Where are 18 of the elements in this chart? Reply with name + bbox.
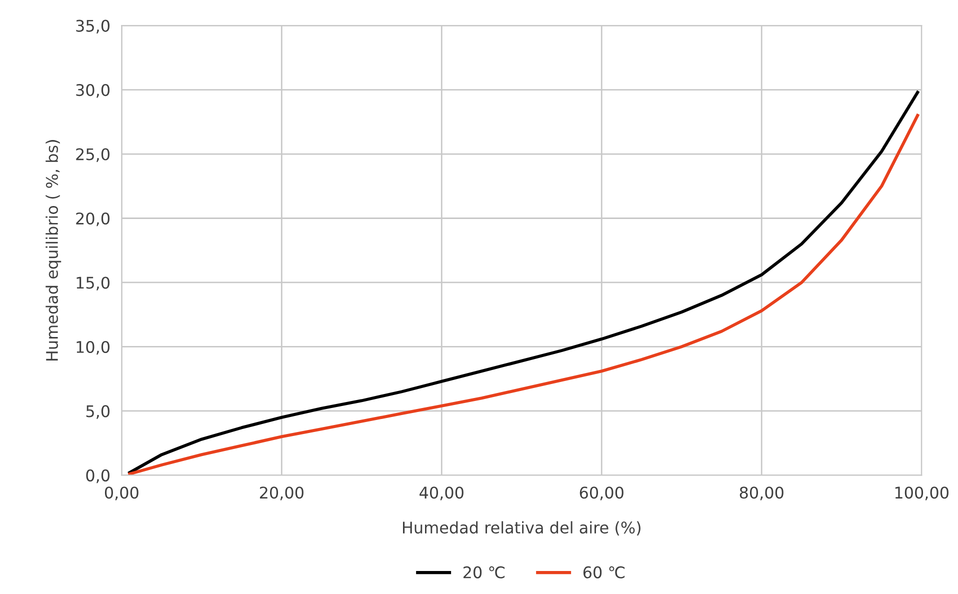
y-tick-label: 35,0 xyxy=(76,20,110,34)
y-tick-label: 30,0 xyxy=(76,84,110,98)
x-tick-label: 100,00 xyxy=(895,486,948,500)
x-tick-label: 40,00 xyxy=(420,486,464,500)
x-axis-title: Humedad relativa del aire (%) xyxy=(403,521,640,536)
y-tick-label: 15,0 xyxy=(76,276,110,290)
x-tick-label: 20,00 xyxy=(260,486,304,500)
x-tick-label: 80,00 xyxy=(740,486,784,500)
y-tick-label: 0,0 xyxy=(86,469,110,484)
y-tick-label: 10,0 xyxy=(76,340,110,355)
legend-label: 20 ℃ xyxy=(463,566,505,578)
y-axis-title: Humedad equilibrio ( %, bs) xyxy=(46,140,62,360)
x-tick-label: 0,00 xyxy=(104,486,138,500)
y-tick-label: 25,0 xyxy=(76,148,110,162)
legend-label: 60 ℃ xyxy=(583,566,625,578)
x-tick-label: 60,00 xyxy=(580,486,624,500)
y-tick-label: 5,0 xyxy=(86,405,110,419)
y-tick-label: 20,0 xyxy=(76,212,110,226)
